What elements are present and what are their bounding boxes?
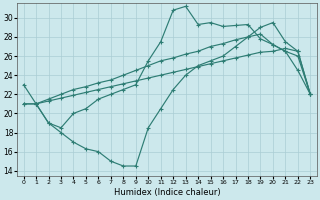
X-axis label: Humidex (Indice chaleur): Humidex (Indice chaleur): [114, 188, 220, 197]
